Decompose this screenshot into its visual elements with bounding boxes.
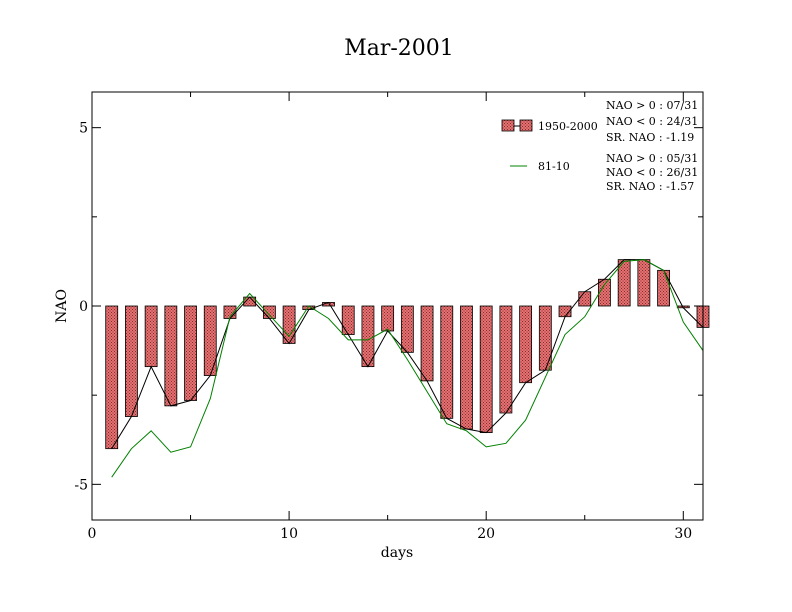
legend-label-1950-2000: 1950-2000: [538, 120, 598, 133]
bar-1950-2000: [361, 305, 375, 368]
bar-1950-2000: [203, 305, 217, 376]
bar-1950-2000: [657, 269, 670, 307]
legend-label-81-10: 81-10: [538, 160, 570, 173]
bar-1950-2000: [341, 305, 355, 335]
line-81-10: [111, 259, 704, 478]
legend: 1950-2000 81-10 NAO > 0 : 07/31 NAO < 0 : 2…: [501, 99, 698, 193]
bar-1950-2000: [479, 305, 493, 434]
x-tick-label: 10: [280, 526, 298, 542]
bar-1950-2000: [440, 305, 454, 419]
y-tick-label: -5: [74, 477, 88, 493]
bar-1950-2000: [400, 305, 414, 353]
bar-1950-2000: [381, 305, 395, 332]
bar-1950-2000: [499, 305, 513, 414]
line-1950-2000: [111, 259, 704, 449]
x-tick-label: 0: [88, 526, 97, 542]
stats-81-10: NAO < 0 : 26/31: [606, 166, 698, 179]
stats-1950-2000: NAO < 0 : 24/31: [606, 115, 698, 128]
axes: 0 10 20 30 -5 0 5: [74, 91, 704, 542]
bar-1950-2000: [519, 305, 533, 384]
chart-title: Mar-2001: [344, 36, 454, 61]
bar-1950-2000: [637, 259, 651, 307]
plot-area: [105, 259, 710, 478]
stats-1950-2000: NAO > 0 : 07/31: [606, 99, 698, 112]
legend-swatch-bar-right: [519, 119, 533, 132]
bar-1950-2000: [125, 305, 138, 417]
bar-1950-2000: [105, 305, 119, 450]
stats-81-10: SR. NAO : -1.57: [606, 180, 694, 193]
legend-swatch-bar-left: [501, 119, 515, 132]
x-tick-label: 30: [674, 526, 692, 542]
y-axis-label: NAO: [54, 289, 70, 323]
bar-1950-2000: [420, 305, 434, 382]
stats-1950-2000: SR. NAO : -1.19: [606, 131, 694, 144]
bar-1950-2000: [144, 305, 158, 368]
x-axis-label: days: [381, 545, 413, 561]
bar-1950-2000: [578, 291, 592, 307]
bar-1950-2000: [460, 305, 473, 430]
bar-1950-2000: [598, 278, 611, 307]
bar-1950-2000: [184, 305, 197, 401]
y-tick-label: 0: [79, 299, 88, 315]
y-tick-label: 5: [79, 121, 88, 137]
stats-81-10: NAO > 0 : 05/31: [606, 152, 698, 165]
bar-1950-2000: [538, 305, 552, 371]
x-tick-label: 20: [477, 526, 495, 542]
bar-1950-2000: [164, 305, 178, 407]
bar-1950-2000: [262, 305, 276, 319]
